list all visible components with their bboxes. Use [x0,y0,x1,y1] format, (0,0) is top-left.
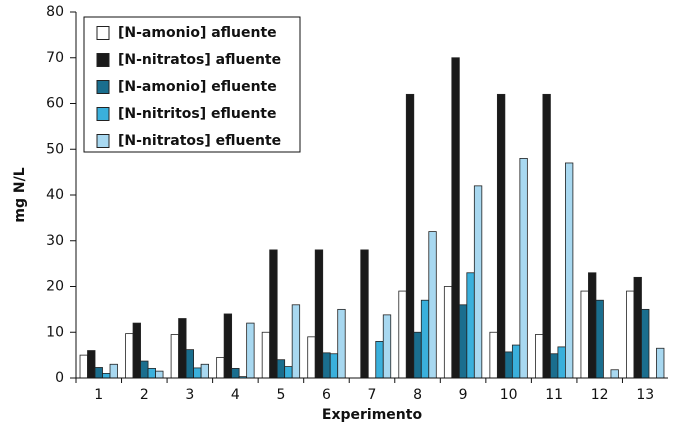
bar [595,299,604,379]
bar [511,344,521,379]
y-tick-label: 80 [46,4,64,20]
bar [109,363,118,379]
bar [565,162,574,379]
legend-label: [N-amonio] efluente [118,79,277,95]
x-tick-label: 11 [545,387,563,403]
legend-swatch [96,80,110,94]
bar [155,370,164,379]
bar [466,272,475,379]
bar [246,322,255,379]
bar [382,314,392,379]
y-tick-label: 0 [55,370,64,386]
bar [185,349,194,379]
bar [87,350,96,379]
bar [633,276,642,379]
bar [580,290,589,379]
bar [261,331,271,379]
x-axis-label: Experimento [322,407,423,423]
x-tick-label: 5 [276,387,285,403]
bar [276,359,286,379]
bar [291,304,301,379]
y-tick-label: 50 [46,141,64,157]
bar [125,333,134,379]
bar [200,363,209,379]
x-tick-label: 1 [94,387,103,403]
x-tick-label: 4 [231,387,240,403]
bar [458,304,468,379]
legend-swatch [96,134,110,148]
bar [535,334,544,379]
legend-label: [N-amonio] afluente [118,25,277,41]
y-tick-label: 20 [46,279,64,295]
y-tick-label: 70 [46,50,64,66]
x-tick-label: 7 [368,387,377,403]
x-tick-label: 6 [322,387,331,403]
bar [223,313,233,379]
bar [193,367,202,379]
bar [269,249,278,379]
bar [641,308,650,379]
bar [140,360,149,379]
bar [428,231,437,379]
bar [504,351,513,379]
x-tick-label: 10 [500,387,518,403]
bar [398,290,407,379]
bar [79,354,88,379]
legend-swatch [96,53,110,67]
bar [231,367,240,379]
bar [147,367,156,379]
bar [656,347,665,379]
x-tick-label: 2 [140,387,149,403]
bar [132,322,141,379]
bar [337,308,346,379]
x-tick-label: 9 [459,387,468,403]
bar [420,299,430,379]
bar [610,369,619,379]
bar [550,353,559,379]
y-tick-label: 30 [46,233,64,249]
bar [588,272,597,379]
bar [170,334,179,379]
legend-swatch [96,26,110,40]
y-axis-label: mg N/L [12,167,28,222]
bar [405,93,415,379]
x-tick-label: 12 [591,387,609,403]
bar [307,336,316,379]
legend-swatch [96,107,110,121]
x-tick-label: 8 [413,387,422,403]
bar [94,367,103,379]
bar [216,357,225,379]
bar [284,366,293,379]
bar [314,249,324,379]
bar [496,93,506,379]
legend-label: [N-nitratos] afluente [118,52,281,68]
bar [519,157,528,379]
bar [360,249,369,379]
bar [375,340,384,379]
bar [473,185,483,379]
legend-box [83,16,301,153]
bar [626,290,635,379]
bar [102,373,111,379]
x-tick-label: 13 [636,387,654,403]
bar [322,352,331,379]
legend-label: [N-nitratos] efluente [118,133,281,149]
bar [557,346,566,379]
y-tick-label: 40 [46,187,64,203]
bar [451,57,460,379]
bar [489,331,498,379]
bar [413,331,422,379]
bar [542,93,551,379]
bar [329,353,339,379]
bar [178,318,187,379]
x-tick-label: 3 [185,387,194,403]
bar [443,286,453,379]
y-tick-label: 10 [46,324,64,340]
legend-label: [N-nitritos] efluente [118,106,277,122]
y-tick-label: 60 [46,96,64,112]
